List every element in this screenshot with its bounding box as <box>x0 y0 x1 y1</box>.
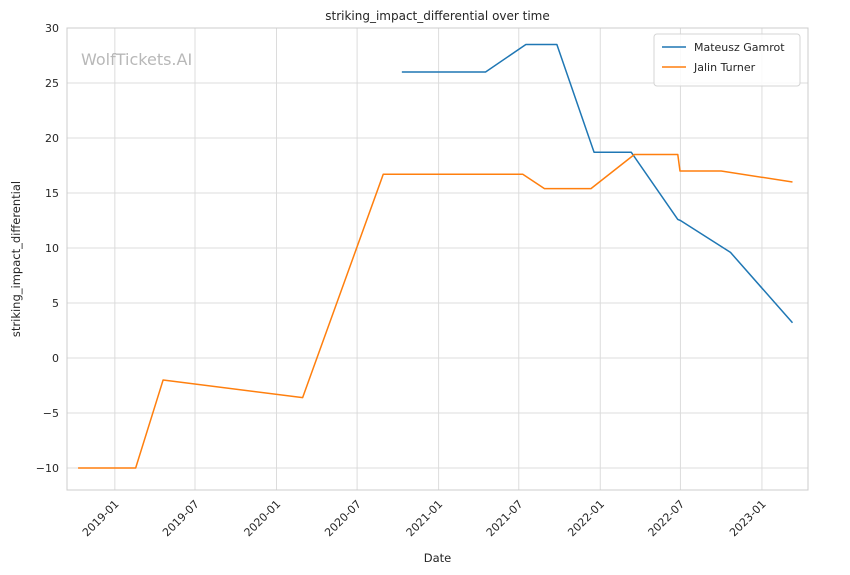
legend: Mateusz Gamrot Jalin Turner <box>653 33 801 87</box>
y-tick-label: 30 <box>45 22 59 35</box>
y-tick-label: −5 <box>43 407 59 420</box>
y-tick-label: −10 <box>36 462 59 475</box>
plot-frame <box>66 27 809 491</box>
legend-label: Mateusz Gamrot <box>694 41 785 54</box>
x-axis-title: Date <box>424 551 452 565</box>
series-lines <box>78 43 794 469</box>
plot-area <box>67 28 808 490</box>
y-tick-label: 25 <box>45 77 59 90</box>
legend-label: Jalin Turner <box>693 61 756 74</box>
series-line-1 <box>401 43 794 324</box>
y-axis-title: striking_impact_differential <box>9 181 23 337</box>
y-tick-label: 15 <box>45 187 59 200</box>
legend-box <box>653 33 801 87</box>
y-tick-label: 0 <box>52 352 59 365</box>
chart-title: striking_impact_differential over time <box>325 9 550 23</box>
y-tick-label: 20 <box>45 132 59 145</box>
y-tick-label: 5 <box>52 297 59 310</box>
watermark: WolfTickets.AI <box>81 50 192 69</box>
series-line-2 <box>78 153 793 469</box>
y-tick-label: 10 <box>45 242 59 255</box>
